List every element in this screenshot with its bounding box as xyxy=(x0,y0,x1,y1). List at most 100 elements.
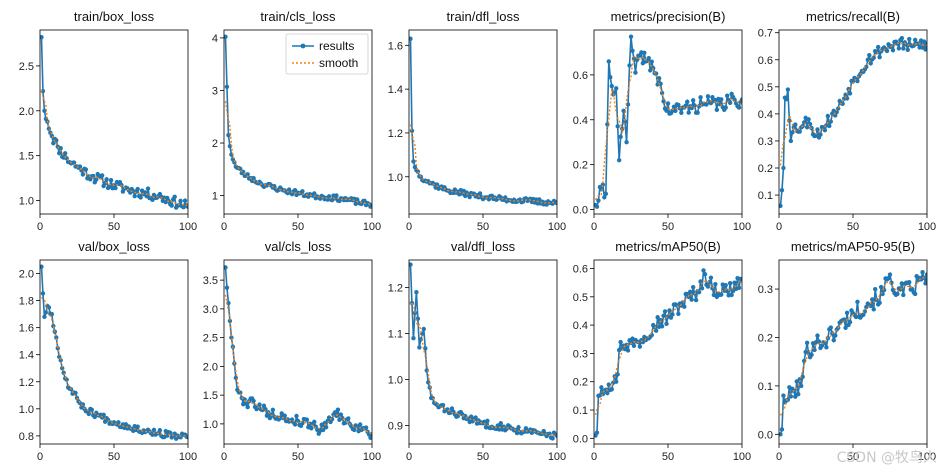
results-point xyxy=(61,370,66,375)
results-point xyxy=(816,339,822,344)
y-tick-label: 2 xyxy=(212,138,218,150)
y-tick-label: 0.3 xyxy=(758,136,773,148)
results-point xyxy=(108,178,114,183)
results-point xyxy=(467,194,472,200)
y-tick-label: 3.5 xyxy=(203,275,218,287)
x-tick-label: 100 xyxy=(918,451,936,463)
results-point xyxy=(824,345,829,350)
legend-results-label: results xyxy=(319,39,354,53)
results-point xyxy=(116,420,121,425)
results-point xyxy=(676,102,681,108)
results-point xyxy=(292,422,298,427)
results-point xyxy=(725,93,730,98)
results-point xyxy=(621,108,626,113)
results-line xyxy=(594,36,742,209)
results-point xyxy=(312,191,317,196)
results-point xyxy=(94,177,99,182)
results-point xyxy=(554,433,557,438)
results-point xyxy=(605,390,610,396)
results-point xyxy=(693,297,699,303)
results-point xyxy=(847,319,853,325)
y-tick-label: 0.2 xyxy=(573,377,588,389)
subplot-metrics-precision-b-: 0 50 100 0.0 0.2 0.4 0.6 metrics/precision(B) xyxy=(573,9,751,233)
results-point xyxy=(664,321,669,327)
results-point xyxy=(473,415,478,420)
results-point xyxy=(40,264,44,269)
results-point xyxy=(73,390,78,396)
subplot-title: metrics/precision(B) xyxy=(611,9,726,24)
results-point xyxy=(719,292,724,297)
results-point xyxy=(915,41,921,46)
results-point xyxy=(224,34,228,40)
results-point xyxy=(157,428,163,433)
subplot-title: val/dfl_loss xyxy=(451,239,516,254)
smooth-line xyxy=(779,276,927,416)
y-tick-label: 2.5 xyxy=(19,61,34,73)
results-point xyxy=(99,173,105,178)
x-tick-label: 100 xyxy=(179,451,197,463)
results-point xyxy=(827,123,832,129)
results-point xyxy=(412,310,418,316)
results-point xyxy=(352,427,357,433)
results-point xyxy=(169,203,174,208)
subplot-title: metrics/recall(B) xyxy=(806,9,900,24)
results-point xyxy=(58,146,63,151)
x-tick-label: 100 xyxy=(363,451,381,463)
results-point xyxy=(477,191,483,196)
results-point xyxy=(784,96,789,102)
results-point xyxy=(682,304,687,309)
results-point xyxy=(615,124,620,129)
y-tick-label: 1.6 xyxy=(19,323,34,335)
results-point xyxy=(690,98,696,103)
results-point xyxy=(662,309,668,314)
results-point xyxy=(634,57,640,63)
results-line xyxy=(224,267,372,440)
results-point xyxy=(651,65,656,71)
axes-frame xyxy=(408,259,558,445)
axes-frame xyxy=(408,29,558,215)
results-point xyxy=(689,105,694,111)
y-tick-label: 1.0 xyxy=(203,419,218,431)
results-point xyxy=(627,63,632,68)
results-point xyxy=(368,435,372,441)
results-point xyxy=(631,343,637,348)
results-point xyxy=(282,413,287,418)
results-point xyxy=(799,383,804,389)
results-point xyxy=(54,138,59,143)
x-tick-label: 100 xyxy=(363,221,381,233)
results-point xyxy=(653,328,659,333)
results-point xyxy=(414,290,419,295)
results-line xyxy=(409,38,557,207)
x-tick-label: 50 xyxy=(477,221,489,233)
subplot-title: val/cls_loss xyxy=(265,239,332,254)
results-point xyxy=(227,318,233,324)
results-point xyxy=(886,276,891,281)
results-point xyxy=(323,424,329,430)
x-tick-label: 50 xyxy=(108,221,120,233)
subplot-val-cls-loss: 0 50 100 1.0 1.5 2.0 2.5 3.0 3.5 val/cls_loss xyxy=(203,239,381,463)
results-point xyxy=(844,310,850,316)
results-point xyxy=(868,303,873,309)
results-point xyxy=(294,413,299,419)
subplot-train-box-loss: 0 50 100 1.0 1.5 2.0 2.5 train/box_loss xyxy=(19,9,197,233)
results-point xyxy=(261,403,267,408)
y-tick-label: 0.3 xyxy=(573,348,588,360)
results-point xyxy=(606,382,611,387)
results-point xyxy=(628,34,634,39)
x-tick-label: 50 xyxy=(108,451,120,463)
results-point xyxy=(815,333,820,338)
results-point xyxy=(104,177,109,182)
results-point xyxy=(224,285,230,290)
results-point xyxy=(655,315,660,320)
results-point xyxy=(796,391,801,397)
y-tick-label: 0.6 xyxy=(573,263,588,275)
x-tick-label: 50 xyxy=(292,221,304,233)
results-point xyxy=(806,117,811,122)
results-point xyxy=(279,411,284,416)
results-point xyxy=(695,110,700,115)
x-tick-label: 100 xyxy=(548,451,566,463)
axes-frame xyxy=(593,259,743,445)
results-point xyxy=(831,337,836,343)
results-point xyxy=(905,47,910,53)
